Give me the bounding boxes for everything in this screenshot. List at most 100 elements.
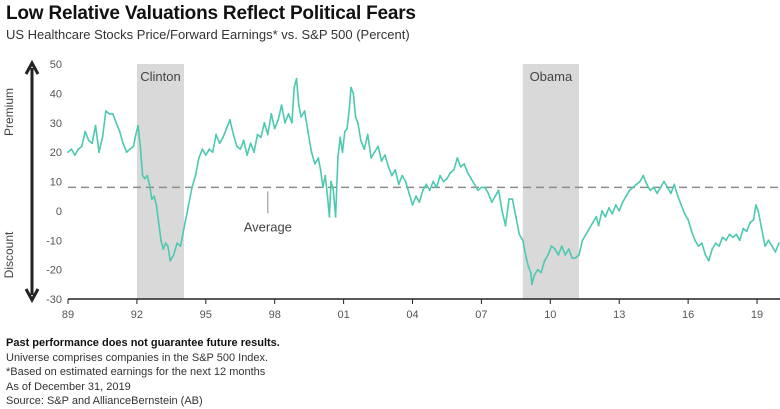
x-tick-label: 89 <box>62 309 74 321</box>
data-point <box>291 121 293 124</box>
data-point <box>314 163 316 165</box>
data-point <box>187 204 190 206</box>
data-point <box>118 130 121 133</box>
data-point <box>249 142 252 145</box>
data-point <box>322 186 324 189</box>
y-tick-label: 20 <box>50 147 62 159</box>
data-point <box>774 251 777 253</box>
data-point <box>642 174 645 177</box>
y-tick-label: 0 <box>56 206 62 218</box>
y-tick-label: -30 <box>46 294 62 306</box>
data-point <box>179 245 182 248</box>
data-point <box>204 154 207 157</box>
data-point <box>752 218 755 221</box>
data-point <box>632 186 634 189</box>
data-point <box>676 195 679 198</box>
data-point <box>690 230 693 233</box>
data-point <box>673 183 676 186</box>
data-point <box>310 151 313 154</box>
data-point <box>84 130 87 133</box>
data-point <box>571 257 573 259</box>
data-point <box>504 224 507 227</box>
data-point <box>656 192 658 195</box>
data-point <box>137 124 140 127</box>
data-point <box>229 118 231 121</box>
data-point <box>148 183 151 186</box>
data-point <box>597 224 600 227</box>
data-point <box>334 215 337 218</box>
data-point <box>725 239 727 242</box>
data-point <box>141 174 144 177</box>
data-point <box>370 157 373 159</box>
data-point <box>697 245 700 248</box>
data-point <box>459 165 462 168</box>
data-point <box>757 210 760 212</box>
data-point <box>711 248 714 251</box>
data-point <box>411 204 414 206</box>
data-point <box>550 245 553 248</box>
data-point <box>91 142 93 145</box>
data-point <box>125 151 128 154</box>
data-point <box>767 239 770 242</box>
data-point <box>307 130 309 133</box>
data-point <box>618 210 621 212</box>
shaded-period-clinton <box>136 64 184 299</box>
data-point <box>408 192 410 195</box>
data-point <box>540 271 542 274</box>
data-point <box>242 139 245 142</box>
data-point <box>326 195 329 198</box>
data-point <box>339 136 342 139</box>
arrow-up-icon <box>24 59 40 75</box>
data-point <box>115 121 118 124</box>
data-point <box>373 151 376 154</box>
data-point <box>390 174 393 177</box>
data-point <box>466 171 469 174</box>
shaded-period-label: Obama <box>530 69 573 84</box>
data-point <box>649 189 652 192</box>
data-point <box>146 174 149 177</box>
disclaimer: Past performance does not guarantee futu… <box>6 337 280 349</box>
chart-title: Low Relative Valuations Reflect Politica… <box>6 3 416 24</box>
data-point <box>578 254 580 256</box>
data-point <box>324 174 327 177</box>
data-point <box>350 86 352 89</box>
data-point <box>287 113 290 115</box>
data-point <box>359 139 362 142</box>
data-point <box>501 210 503 212</box>
data-point <box>341 151 344 154</box>
data-point <box>108 113 111 115</box>
line-chart: Clinton Obama 50 40 30 20 10 0 -10 -20 -30 89 92 95… <box>2 59 780 321</box>
data-point <box>518 233 521 236</box>
data-point <box>680 204 683 206</box>
data-point <box>521 239 524 242</box>
data-point <box>162 248 165 251</box>
data-point <box>456 157 459 159</box>
data-point <box>707 259 710 262</box>
data-point <box>721 236 724 239</box>
data-point <box>621 201 624 204</box>
shaded-period-label: Clinton <box>140 69 180 84</box>
data-point <box>270 113 273 115</box>
data-point <box>463 163 466 165</box>
data-point <box>74 154 76 157</box>
data-point <box>215 133 218 136</box>
data-point <box>198 157 200 159</box>
arrow-down-icon <box>24 288 40 304</box>
data-point <box>150 198 153 201</box>
x-tick-label: 92 <box>131 309 143 321</box>
data-point <box>352 92 355 95</box>
data-point <box>591 221 594 224</box>
data-point <box>218 142 221 145</box>
data-point <box>585 233 587 236</box>
data-point <box>153 195 156 198</box>
data-point <box>337 157 339 159</box>
data-point <box>760 227 763 230</box>
data-point <box>432 180 435 183</box>
data-point <box>418 201 421 204</box>
data-point <box>328 215 331 218</box>
data-point <box>588 227 591 230</box>
data-point <box>176 242 179 245</box>
data-point <box>635 183 638 186</box>
data-point <box>387 165 390 168</box>
data-point <box>222 136 224 139</box>
